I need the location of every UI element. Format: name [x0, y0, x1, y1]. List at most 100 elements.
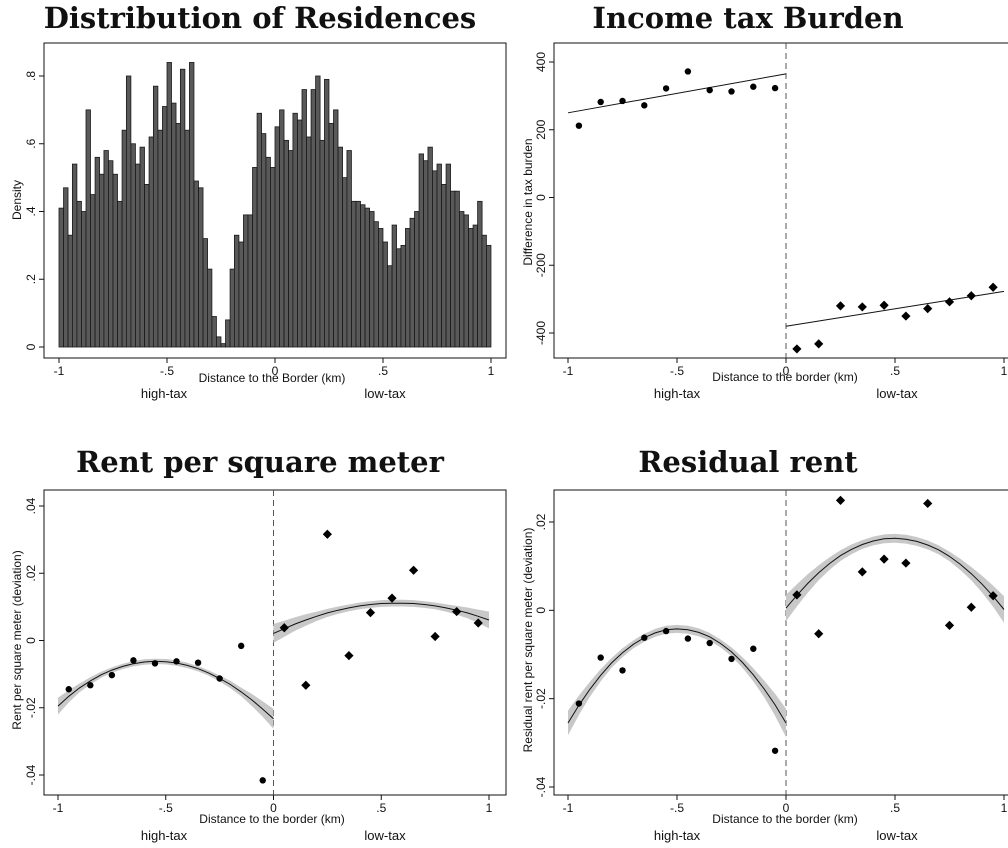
- histogram-bar: [450, 190, 456, 348]
- histogram-bar: [486, 244, 492, 348]
- histogram-x-tick-label: -1: [54, 364, 65, 378]
- tax-burden-y-tick-label: 400: [534, 52, 548, 72]
- histogram-bar: [103, 150, 109, 348]
- histogram-bar: [58, 207, 64, 348]
- residual-rent-x-ticks: -1 -.5 0 .5 1: [563, 795, 1008, 815]
- histogram-bar: [94, 156, 100, 348]
- rent-x-tick-label: 1: [486, 801, 493, 815]
- histogram-bar: [319, 139, 325, 348]
- histogram-bar: [152, 85, 159, 348]
- rent-panel: Rent per square meter -1 -.5 0 .5 1 -.04 -.02…: [10, 445, 507, 843]
- histogram-bar: [315, 75, 321, 348]
- rent-x-tick-label: 0: [270, 801, 277, 815]
- residual-rent-fit-curve: [567, 628, 787, 724]
- residual-rent-point-high-tax: [771, 747, 779, 754]
- residual-rent-y-tick-label: 0: [534, 607, 548, 614]
- histogram-bar: [391, 224, 397, 348]
- histogram-bar: [396, 248, 402, 348]
- residual-rent-point-low-tax: [879, 554, 889, 564]
- rent-y-tick-label: 0: [24, 637, 38, 644]
- rent-fit-curve: [57, 660, 274, 720]
- tax-burden-fit-line: [785, 290, 1005, 327]
- residual-rent-point-high-tax: [575, 700, 583, 707]
- residual-rent-point-high-tax: [619, 667, 626, 674]
- residual-rent-y-tick-label: -.04: [534, 776, 548, 797]
- histogram-bar: [306, 136, 312, 348]
- residual-rent-point-low-tax: [792, 590, 802, 600]
- histogram-bar: [454, 190, 460, 348]
- histogram-bar: [220, 343, 226, 348]
- rent-point-low-tax: [473, 618, 483, 628]
- rent-point-high-tax: [194, 659, 202, 666]
- tax-burden-y-label: Difference in tax burden: [521, 138, 535, 265]
- histogram-bar: [108, 160, 114, 348]
- histogram-bar: [328, 123, 334, 348]
- tax-burden-point-low-tax: [835, 301, 846, 311]
- histogram-bar: [121, 129, 127, 348]
- histogram-bar: [288, 150, 294, 348]
- rent-point-high-tax: [87, 682, 94, 689]
- histogram-bar: [463, 214, 469, 348]
- histogram-bar: [225, 319, 231, 348]
- rent-y-tick-label: .02: [24, 565, 38, 582]
- rent-point-low-tax: [365, 607, 376, 618]
- histogram-bar: [157, 129, 163, 348]
- histogram-bar: [139, 146, 145, 348]
- residual-rent-point-high-tax: [728, 655, 735, 663]
- histogram-bar: [414, 211, 420, 348]
- rent-point-high-tax: [259, 777, 266, 784]
- rent-plot: [57, 490, 490, 795]
- tax-burden-point-high-tax: [597, 98, 604, 106]
- tax-burden-right-side-label: low-tax: [876, 386, 918, 401]
- histogram-x-tick-label: 1: [488, 364, 495, 378]
- rent-title: Rent per square meter: [76, 445, 445, 479]
- histogram-y-tick-label: .8: [24, 71, 38, 81]
- histogram-bar: [423, 160, 429, 348]
- histogram-bar: [175, 123, 181, 348]
- tax-burden-point-high-tax: [706, 86, 713, 94]
- rent-x-ticks: -1 -.5 0 .5 1: [53, 795, 493, 815]
- histogram-right-side-label: low-tax: [364, 386, 406, 401]
- histogram-bar: [360, 204, 366, 348]
- tax-burden-point-low-tax: [857, 302, 867, 312]
- tax-burden-point-high-tax: [684, 68, 692, 75]
- histogram-bar: [364, 207, 370, 348]
- histogram-bar: [112, 173, 118, 348]
- histogram-bar: [342, 177, 348, 348]
- tax-burden-point-high-tax: [641, 102, 648, 109]
- histogram-bar: [171, 102, 177, 348]
- tax-burden-y-tick-label: -400: [534, 321, 548, 345]
- histogram-bar: [337, 146, 343, 348]
- histogram-y-tick-label: .4: [24, 206, 38, 216]
- tax-burden-point-high-tax: [750, 83, 757, 90]
- tax-burden-x-tick-label: .5: [890, 364, 900, 378]
- histogram-bar: [405, 228, 411, 348]
- residual-rent-point-high-tax: [706, 639, 713, 647]
- residual-rent-y-tick-label: -.02: [534, 688, 548, 709]
- histogram-bar: [90, 194, 96, 348]
- histogram-bar: [274, 126, 280, 348]
- rent-point-low-tax: [344, 651, 354, 661]
- histogram-bar: [265, 156, 271, 348]
- histogram-bar: [211, 316, 217, 348]
- residual-rent-point-high-tax: [597, 654, 604, 661]
- histogram-title: Distribution of Residences: [44, 1, 477, 35]
- rent-point-high-tax: [151, 660, 159, 667]
- residual-rent-y-tick-label: .02: [534, 513, 548, 530]
- histogram-bar: [81, 211, 87, 348]
- histogram-bar: [260, 133, 267, 348]
- tax-burden-point-low-tax: [923, 304, 933, 314]
- rent-fit-curve: [273, 602, 490, 634]
- histogram-x-tick-label: 0: [272, 364, 279, 378]
- tax-burden-point-low-tax: [879, 300, 889, 310]
- rent-point-high-tax: [216, 675, 223, 682]
- residual-rent-point-low-tax: [814, 629, 824, 639]
- residual-rent-y-ticks: -.04 -.02 0 .02: [534, 513, 554, 797]
- histogram-bar: [292, 112, 298, 348]
- tax-burden-x-tick-label: 0: [783, 364, 790, 378]
- histogram-bar: [459, 211, 465, 348]
- tax-burden-x-label: Distance to the border (km): [712, 370, 857, 384]
- histogram-bar: [351, 200, 357, 348]
- residual-rent-point-low-tax: [944, 620, 955, 630]
- residual-rent-y-label: Residual rent per square meter (deviatio…: [521, 528, 535, 753]
